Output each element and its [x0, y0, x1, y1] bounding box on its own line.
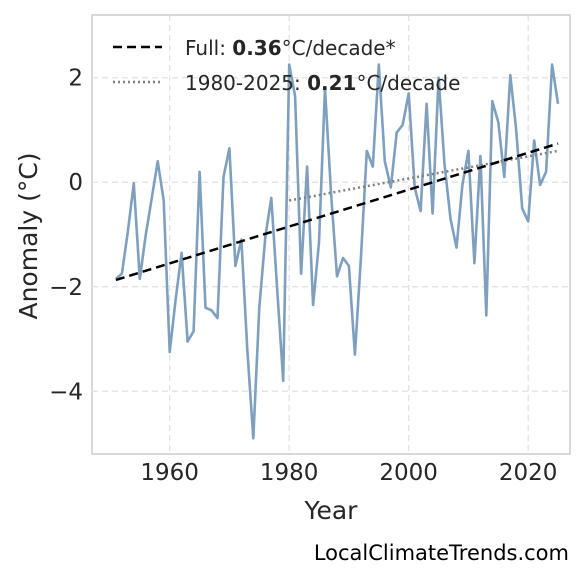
x-tick-label: 2000 [379, 460, 438, 486]
x-axis-label: Year [304, 496, 359, 525]
y-axis-label: Anomaly (°C) [14, 152, 43, 319]
tick-labels: 1960 1980 2000 2020 −4 −2 0 2 [49, 66, 557, 486]
legend: Full: 0.36°C/decade* 1980-2025: 0.21°C/d… [113, 36, 460, 95]
y-tick-label: 2 [68, 66, 83, 92]
series-layer [115, 63, 560, 440]
trend-full-line [115, 142, 559, 282]
legend-recent-label: 1980-2025: 0.21°C/decade [185, 71, 460, 95]
y-tick-label: 0 [68, 170, 83, 196]
trend-1980-2025-line [288, 149, 559, 202]
anomaly-series-line [115, 63, 560, 440]
plot-area [91, 14, 571, 455]
x-tick-label: 1960 [140, 460, 199, 486]
y-tick-label: −2 [49, 275, 83, 301]
y-tick-label: −4 [49, 379, 83, 405]
source-credit: LocalClimateTrends.com [314, 541, 569, 565]
legend-full-label: Full: 0.36°C/decade* [185, 36, 396, 60]
x-tick-label: 2020 [499, 460, 558, 486]
x-tick-label: 1980 [260, 460, 319, 486]
